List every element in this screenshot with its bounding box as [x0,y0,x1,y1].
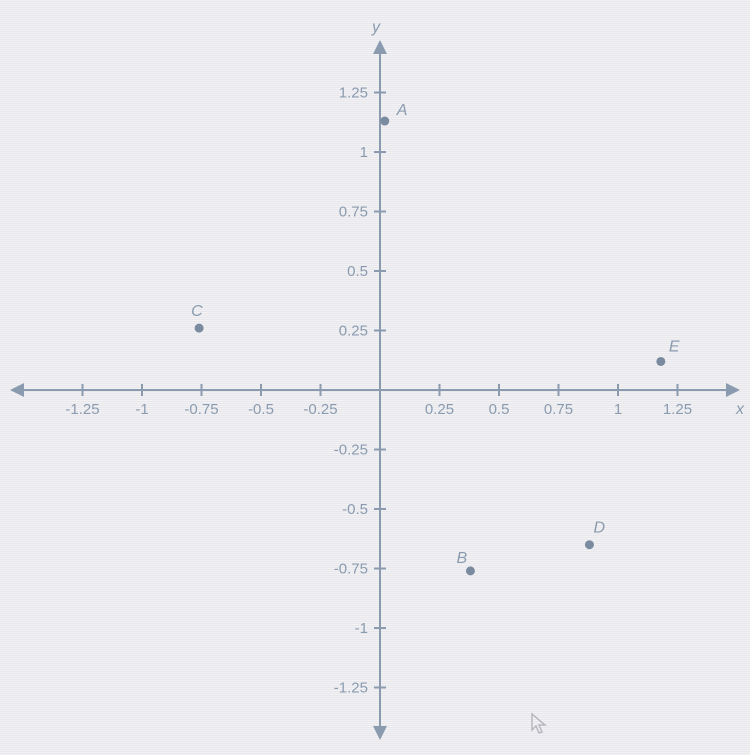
x-tick-label: 1.25 [663,401,692,418]
coordinate-plane: x y -1.25 -1 -0.75 -0.5 -0.25 0.25 0.5 0.75 1 1.25… [0,10,750,750]
x-tick-label: -0.75 [184,401,218,418]
x-axis-arrow-left [10,383,24,397]
y-tick-label: 0.5 [347,263,368,280]
y-tick-label: 1.25 [339,85,368,102]
x-tick-label: 0.5 [489,401,510,418]
y-tick-label: 0.25 [339,323,368,340]
x-tick-label: 0.25 [425,401,454,418]
y-tick-label: 1 [360,144,368,161]
data-point-a [380,117,389,126]
x-tick-label: -1.25 [65,401,99,418]
point-label-e: E [669,338,680,355]
y-axis-arrow-down [373,726,387,740]
x-tick-label: -0.25 [303,401,337,418]
y-tick-label: 0.75 [339,204,368,221]
point-label-a: A [396,102,408,119]
y-tick-label: -0.5 [342,501,368,518]
y-tick-label: -0.25 [334,442,368,459]
point-label-b: B [456,550,467,567]
x-axis-label: x [735,401,745,418]
data-point-c [195,324,204,333]
point-label-d: D [593,520,605,537]
x-tick-label: 0.75 [544,401,573,418]
data-point-d [585,540,594,549]
x-axis-arrow-right [726,383,740,397]
chart-svg: x y -1.25 -1 -0.75 -0.5 -0.25 0.25 0.5 0.75 1 1.25… [0,10,750,750]
y-tick-label: -0.75 [334,561,368,578]
point-label-c: C [191,303,203,320]
x-tick-label: 1 [614,401,622,418]
x-tick-label: -0.5 [248,401,274,418]
y-tick-label: -1 [355,620,368,637]
x-tick-label: -1 [135,401,148,418]
y-axis-arrow-up [373,40,387,54]
data-point-e [656,357,665,366]
y-tick-label: -1.25 [334,680,368,697]
y-axis-label: y [371,19,381,36]
data-point-b [466,566,475,575]
